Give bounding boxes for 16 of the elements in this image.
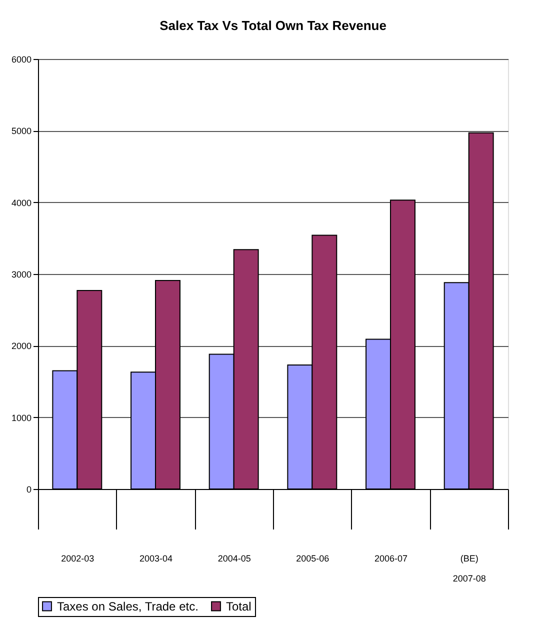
y-tick-label: 6000 [11,54,32,64]
chart-title: Salex Tax Vs Total Own Tax Revenue [160,18,386,33]
x-tick-label: (BE) 2007-08 [452,554,486,584]
legend-label: Total [226,599,252,614]
y-tick-label: 2000 [11,341,32,352]
x-tick-label: 2005-06 [296,554,330,564]
y-tick-label: 0 [26,484,32,494]
x-tick-label: 2003-04 [139,554,173,564]
legend-label: Taxes on Sales, Trade etc. [57,599,198,614]
x-tick-label: 2006-07 [374,554,408,564]
y-tick-label: 1000 [11,412,32,423]
y-tick-label: 3000 [11,270,32,280]
x-tick-label: 2004-05 [218,554,251,564]
y-tick-label: 4000 [11,198,32,208]
x-tick-label: 2002-03 [61,554,94,564]
y-tick-label: 5000 [11,126,32,136]
